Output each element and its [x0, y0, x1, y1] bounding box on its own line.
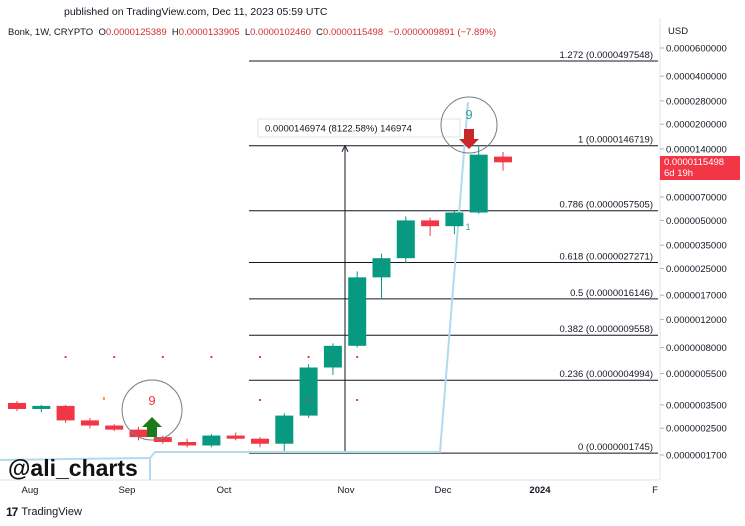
buy-signal-count: 9 — [148, 393, 155, 408]
fib-level-label: 0.236 (0.0000004994) — [560, 369, 654, 380]
candle-body — [323, 345, 342, 368]
candle-body — [202, 435, 221, 446]
candle-body — [469, 154, 488, 213]
published-line: published on TradingView.com, Dec 11, 20… — [64, 6, 328, 18]
x-tick-label: F — [652, 485, 658, 496]
td-setup-dot — [307, 356, 310, 358]
currency-label[interactable]: USD — [668, 26, 689, 37]
candle-body — [8, 402, 26, 409]
tradingview-logo-text: TradingView — [21, 506, 82, 518]
measure-label-box — [257, 118, 461, 138]
candle-body — [445, 212, 464, 227]
low-value: 0.0000102460 — [250, 27, 311, 38]
candle-body — [372, 258, 391, 278]
candle-body — [153, 437, 172, 443]
y-tick-label: 0.0000035000 — [666, 241, 727, 252]
y-tick-label: 0.0000600000 — [666, 44, 727, 55]
x-tick-label: Aug — [22, 485, 39, 496]
candle-body — [396, 220, 415, 259]
td-setup-dot — [64, 356, 67, 358]
high-value: 0.0000133905 — [178, 27, 240, 38]
ohlc-legend: Bonk, 1W, CRYPTO O0.0000125389 H0.000013… — [8, 27, 496, 38]
x-tick-label: Oct — [217, 485, 232, 496]
buy-arrow-icon — [142, 417, 162, 437]
y-tick-label: 0.0000050000 — [666, 216, 727, 227]
measure-label: 0.0000146974 (8122.58%) 146974 — [265, 124, 412, 135]
author-watermark: @ali_charts — [8, 455, 138, 481]
measure-arrowhead — [341, 144, 349, 152]
sell-arrow-icon — [459, 129, 479, 149]
fib-level-label: 0.5 (0.0000016146) — [570, 288, 653, 299]
current-price-value: 0.0000115498 — [664, 157, 725, 168]
close-label: C — [316, 27, 324, 38]
tradingview-logo-icon: 17 — [6, 505, 18, 519]
fib-level-label: 0 (0.0000001745) — [578, 442, 653, 453]
candle-body — [494, 156, 512, 163]
candle-body — [348, 277, 367, 346]
td-setup-dot — [259, 399, 261, 401]
fib-level-label: 0.382 (0.0000009558) — [560, 324, 654, 335]
x-tick-label: 2024 — [529, 485, 551, 496]
candle-body — [251, 438, 269, 444]
current-price-tag: 0.0000115498 6d 19h — [660, 156, 740, 180]
fib-level-label: 0.786 (0.0000057505) — [560, 200, 654, 211]
candle-body — [275, 415, 294, 444]
candle-body — [105, 425, 124, 430]
y-tick-label: 0.0000012000 — [666, 315, 727, 326]
indicator-line — [0, 101, 469, 461]
candle-body — [421, 220, 440, 227]
td-setup-dot — [102, 397, 105, 400]
td-count-label: 1 — [465, 222, 470, 232]
fib-level-label: 0.618 (0.0000027271) — [560, 251, 654, 262]
td-setup-dot — [161, 356, 164, 358]
x-tick-label: Nov — [338, 485, 355, 496]
change-value: −0.0000009891 (−7.89%) — [388, 27, 497, 38]
y-tick-label: 0.0000400000 — [666, 72, 727, 83]
fib-level-label: 1 (0.0000146719) — [578, 135, 653, 146]
sell-signal-circle — [440, 96, 498, 154]
candle-body — [178, 442, 197, 446]
y-tick-label: 0.0000001700 — [666, 451, 727, 462]
td-setup-dot — [210, 356, 213, 358]
y-tick-label: 0.0000140000 — [666, 144, 727, 155]
y-tick-label: 0.0000003500 — [666, 400, 727, 411]
buy-signal-circle — [121, 379, 183, 441]
y-tick-label: 0.0000008000 — [666, 343, 727, 354]
td-setup-dot — [113, 356, 116, 358]
close-value: 0.0000115498 — [323, 27, 384, 38]
x-tick-label: Sep — [119, 485, 136, 496]
candle-body — [299, 367, 318, 416]
y-tick-label: 0.0000070000 — [666, 193, 727, 204]
y-tick-label: 0.0000280000 — [666, 96, 727, 107]
symbol-label[interactable]: Bonk, 1W, CRYPTO — [8, 27, 94, 38]
sell-signal-count: 9 — [465, 107, 472, 122]
low-label: L — [244, 27, 251, 38]
candle-body — [56, 405, 75, 421]
x-tick-label: Dec — [435, 485, 452, 496]
high-label: H — [171, 27, 179, 38]
open-value: 0.0000125389 — [105, 27, 167, 38]
fib-level-label: 1.272 (0.0000497548) — [560, 50, 654, 61]
y-tick-label: 0.0000002500 — [666, 424, 727, 435]
y-tick-label: 0.0000200000 — [666, 120, 727, 131]
y-tick-label: 0.0000017000 — [666, 291, 727, 302]
candle-body — [226, 435, 245, 439]
tradingview-logo[interactable]: 17 TradingView — [6, 505, 82, 519]
open-label: O — [98, 27, 106, 38]
candle-body — [80, 420, 99, 426]
candle-body — [32, 405, 51, 409]
y-tick-label: 0.0000005500 — [666, 369, 727, 380]
candle-body — [129, 429, 148, 438]
y-tick-label: 0.0000025000 — [666, 264, 727, 275]
td-setup-dot — [356, 356, 359, 358]
td-setup-dot — [307, 399, 310, 401]
bar-countdown: 6d 19h — [664, 168, 694, 179]
td-setup-dot — [356, 399, 359, 401]
td-setup-dot — [259, 356, 261, 358]
